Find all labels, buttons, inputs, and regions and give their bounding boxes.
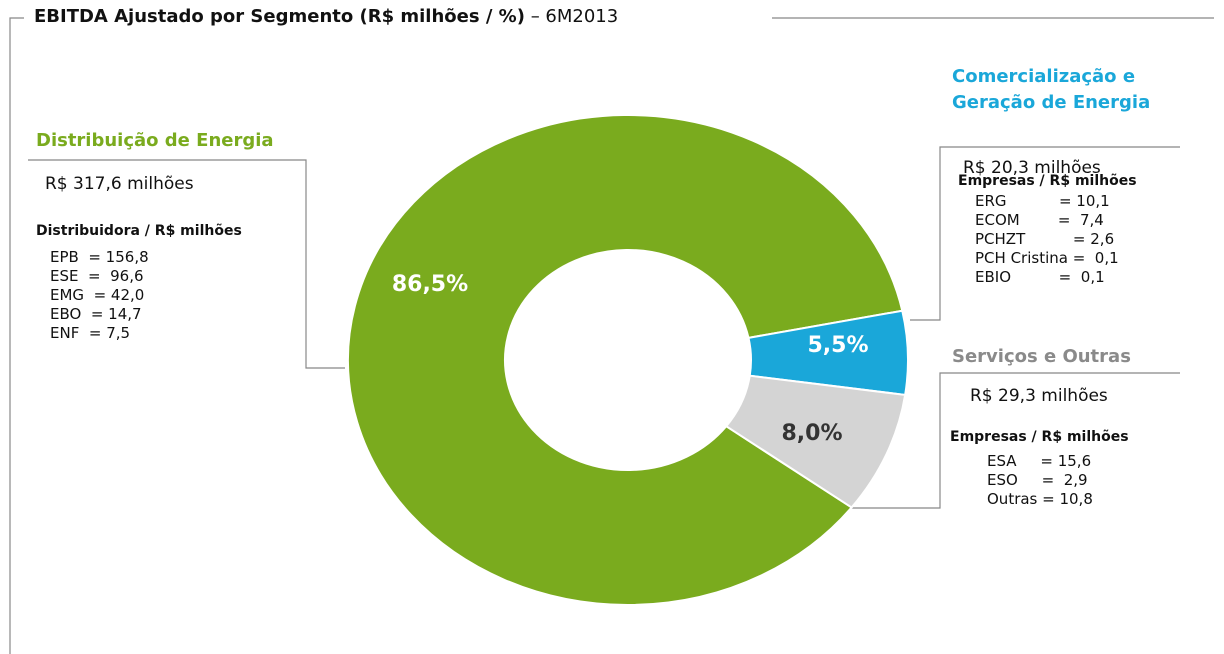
company-item: ESA = 15,6 — [987, 452, 1092, 470]
category-label: Serviços e Outras — [952, 346, 1131, 367]
frame — [9, 17, 1214, 654]
chart-title: EBITDA Ajustado por Segmento (R$ milhões… — [34, 6, 525, 27]
segment-total: R$ 29,3 milhões — [970, 386, 1108, 406]
company-item: EMG = 42,0 — [50, 286, 145, 304]
company-item: ERG = 10,1 — [975, 192, 1110, 210]
company-item: ESE = 96,6 — [50, 267, 144, 285]
leader-line — [830, 372, 1180, 509]
data-label: 8,0% — [781, 421, 842, 446]
slice — [347, 114, 904, 606]
title-row: EBITDA Ajustado por Segmento (R$ milhões… — [34, 8, 618, 26]
company-item: ENF = 7,5 — [50, 324, 131, 342]
company-item: Outras = 10,8 — [987, 490, 1093, 508]
list-header: Distribuidora / R$ milhões — [36, 223, 242, 239]
leader-line — [910, 146, 1180, 321]
chart-subtitle: – 6M2013 — [530, 6, 619, 27]
data-label: 86,5% — [392, 272, 468, 297]
company-item: EPB = 156,8 — [50, 248, 149, 266]
slice — [724, 374, 907, 509]
list-header: Empresas / R$ milhões — [958, 173, 1137, 189]
list-header: Empresas / R$ milhões — [950, 429, 1129, 445]
company-item: PCHZT = 2,6 — [975, 230, 1115, 248]
segment-total: R$ 317,6 milhões — [45, 174, 194, 194]
category-label: Distribuição de Energia — [36, 130, 274, 151]
category-label: Comercialização e Geração de Energia — [952, 66, 1151, 113]
company-item: ECOM = 7,4 — [975, 211, 1104, 229]
leader-line — [28, 159, 345, 369]
company-item: EBIO = 0,1 — [975, 268, 1105, 286]
company-item: EBO = 14,7 — [50, 305, 142, 323]
data-label: 5,5% — [807, 333, 868, 358]
company-item: ESO = 2,9 — [987, 471, 1088, 489]
segment-total: R$ 20,3 milhões — [963, 158, 1101, 178]
company-item: PCH Cristina = 0,1 — [975, 249, 1119, 267]
